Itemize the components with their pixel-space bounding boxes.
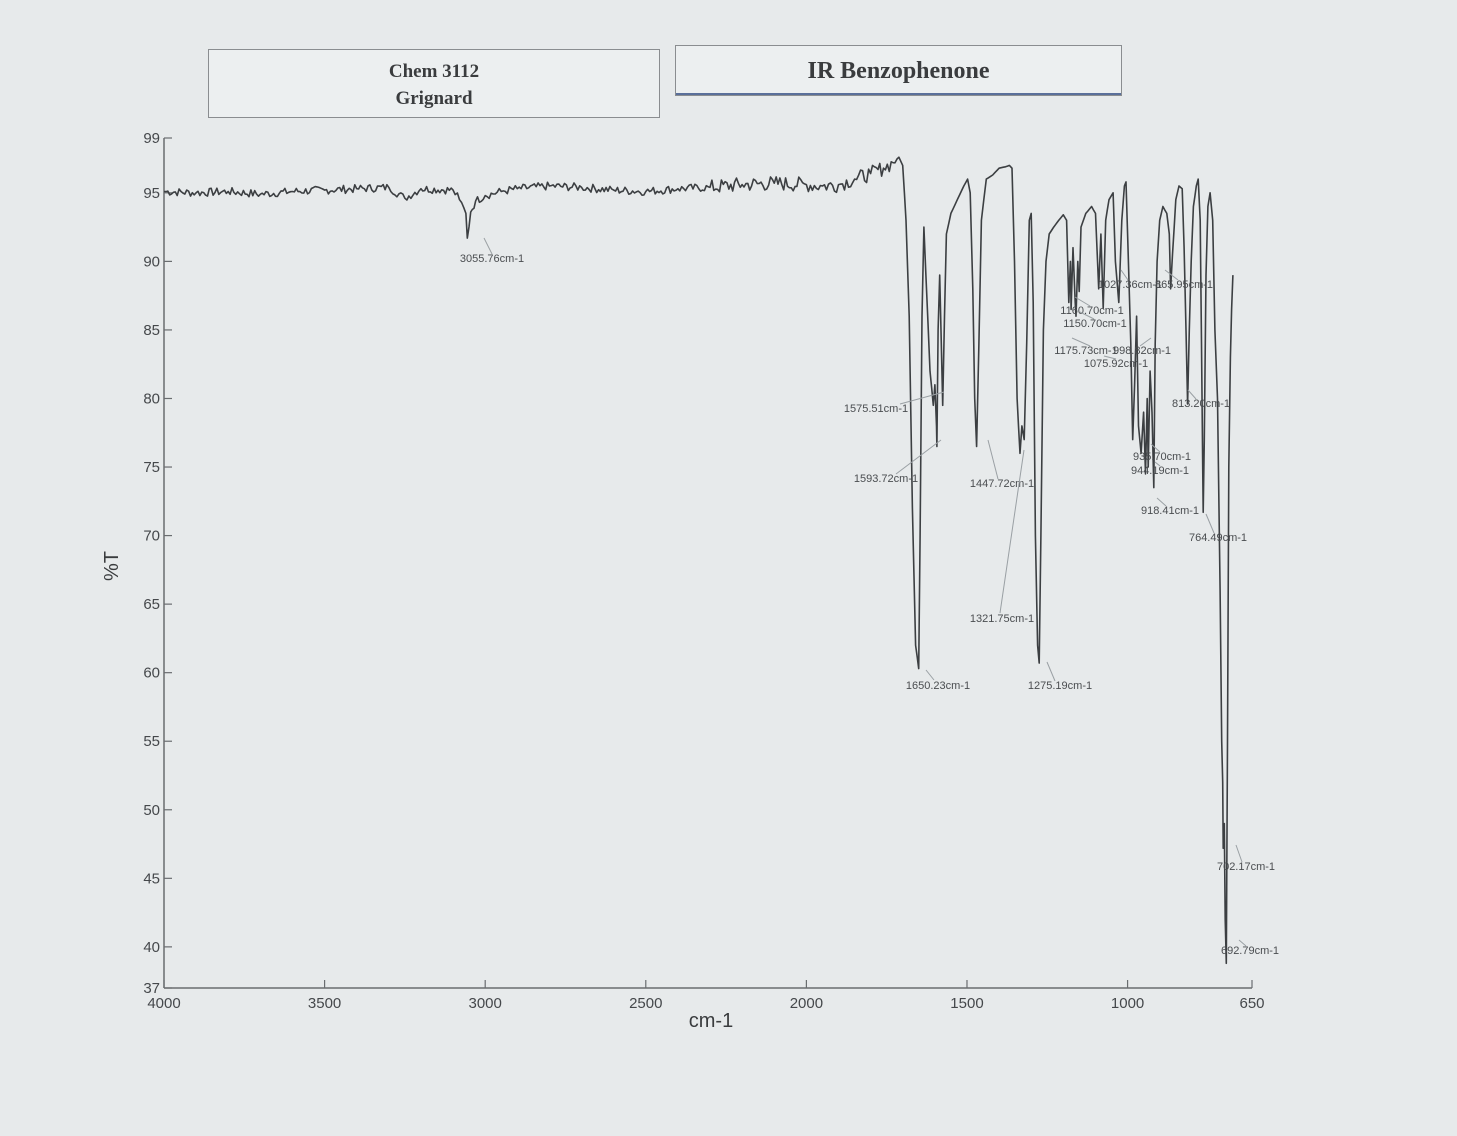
chart-title-box: IR Benzophenone bbox=[675, 45, 1122, 96]
y-tick-label: 37 bbox=[143, 980, 160, 997]
peak-leader-line bbox=[1235, 844, 1243, 863]
peak-label: 1321.75cm-1 bbox=[970, 613, 1034, 625]
experiment-label: Grignard bbox=[395, 88, 473, 109]
peak-leader-line bbox=[999, 449, 1025, 614]
y-tick-label: 60 bbox=[143, 665, 160, 682]
x-tick-label: 4000 bbox=[147, 995, 180, 1012]
y-tick-label: 80 bbox=[143, 390, 160, 407]
peak-leader-line bbox=[1074, 296, 1091, 307]
peak-label: 1447.72cm-1 bbox=[970, 478, 1034, 490]
x-tick-label: 3500 bbox=[308, 995, 341, 1012]
peak-label: 935.70cm-1 bbox=[1133, 451, 1191, 463]
x-tick-label: 2000 bbox=[790, 995, 823, 1012]
x-tick-label: 1000 bbox=[1111, 995, 1144, 1012]
course-info-box: Chem 3112 Grignard bbox=[208, 49, 660, 118]
x-tick-label: 650 bbox=[1239, 995, 1264, 1012]
peak-label: 1160.70cm-1 bbox=[1060, 305, 1123, 317]
peak-label: 1593.72cm-1 bbox=[854, 473, 918, 485]
peak-leader-line bbox=[1187, 389, 1197, 400]
peak-leader-line bbox=[895, 439, 942, 475]
peak-leader-line bbox=[1238, 939, 1247, 947]
peak-label: 944.19cm-1 bbox=[1131, 465, 1189, 477]
peak-label: 702.17cm-1 bbox=[1217, 861, 1275, 873]
y-tick-label: 90 bbox=[143, 253, 160, 270]
peak-label: 813.20cm-1 bbox=[1172, 398, 1230, 410]
course-label: Chem 3112 bbox=[388, 61, 480, 82]
peak-leader-line bbox=[1139, 337, 1152, 347]
peak-label: 1575.51cm-1 bbox=[844, 403, 908, 415]
peak-label: 918.41cm-1 bbox=[1141, 505, 1199, 517]
peak-label: 1027.36cm-1 bbox=[1098, 279, 1162, 291]
y-tick-label: 50 bbox=[143, 802, 160, 819]
y-tick-label: 45 bbox=[143, 870, 160, 887]
peak-leader-line bbox=[1046, 661, 1056, 682]
y-tick-label: 99 bbox=[143, 130, 160, 147]
y-tick-label: 65 bbox=[143, 596, 160, 613]
x-tick-label: 1500 bbox=[950, 995, 983, 1012]
peak-label: 692.79cm-1 bbox=[1221, 945, 1279, 957]
peak-leader-line bbox=[1164, 269, 1179, 281]
peak-label: 1150.70cm-1 bbox=[1063, 318, 1126, 330]
peak-leader-line bbox=[483, 237, 493, 255]
peak-leader-line bbox=[1156, 497, 1167, 507]
y-tick-label: 55 bbox=[143, 733, 160, 750]
peak-leader-line bbox=[987, 439, 999, 480]
peak-leader-line bbox=[1103, 355, 1117, 360]
peak-leader-line bbox=[1205, 513, 1215, 534]
peak-label: 1175.73cm-1 bbox=[1054, 345, 1117, 357]
peak-leader-line bbox=[1079, 311, 1095, 320]
spectrum-line bbox=[163, 156, 1234, 965]
y-tick-label: 85 bbox=[143, 322, 160, 339]
spectrum-series bbox=[163, 156, 1234, 965]
x-tick-label: 2500 bbox=[629, 995, 662, 1012]
y-tick-label: 95 bbox=[143, 185, 160, 202]
y-tick-label: 75 bbox=[143, 459, 160, 476]
x-axis-label: cm-1 bbox=[689, 1010, 733, 1032]
peak-label: 3055.76cm-1 bbox=[460, 253, 524, 265]
peak-label: 998.82cm-1 bbox=[1113, 345, 1171, 357]
title-underline bbox=[676, 93, 1121, 95]
peak-leader-line bbox=[899, 391, 945, 405]
peak-leader-line bbox=[1120, 269, 1129, 281]
peak-label: 1650.23cm-1 bbox=[906, 680, 970, 692]
peak-annotations: 3055.76cm-1 1650.23cm-1 1593.72cm-1 1575.51… bbox=[460, 237, 1279, 957]
x-tick-label: 3000 bbox=[469, 995, 502, 1012]
peak-label: 865.95cm-1 bbox=[1155, 279, 1213, 291]
y-axis-label: %T bbox=[101, 551, 123, 581]
peak-leader-line bbox=[1154, 461, 1161, 467]
peak-label: 764.49cm-1 bbox=[1189, 532, 1247, 544]
peak-label: 1275.19cm-1 bbox=[1028, 680, 1092, 692]
axes: 37 40 45 50 55 60 65 70 75 80 85 90 95 99 4000 3500 3000… bbox=[143, 130, 1264, 1012]
chart-title: IR Benzophenone bbox=[807, 58, 990, 84]
y-tick-label: 70 bbox=[143, 528, 160, 545]
y-tick-label: 40 bbox=[143, 939, 160, 956]
peak-leader-line bbox=[925, 669, 935, 681]
peak-leader-line bbox=[1150, 443, 1161, 453]
peak-label: 1075.92cm-1 bbox=[1084, 358, 1148, 370]
peak-leader-line bbox=[1071, 337, 1091, 347]
